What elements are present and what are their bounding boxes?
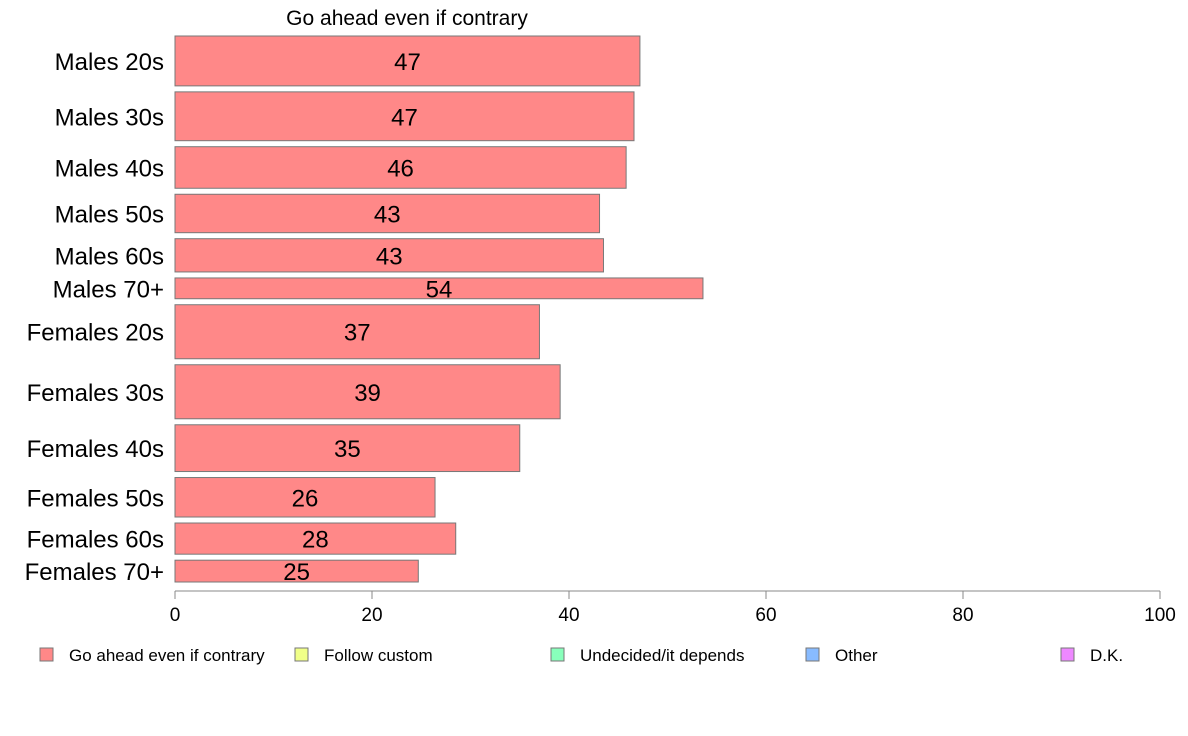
bar-males-30s [174,91,635,142]
x-tick-label: 0 [170,605,181,626]
x-tick-label: 100 [1144,605,1176,626]
bar-females-60s [174,522,457,555]
bar-value-label: 47 [394,49,421,76]
category-label: Males 50s [55,201,164,228]
legend: Go ahead even if contrary Follow custom Un… [39,646,1123,665]
bar-value-label: 35 [334,436,361,463]
x-axis: 0 20 40 60 80 100 [170,590,1176,626]
category-label: Females 30s [27,380,164,407]
x-tick-label: 40 [558,605,579,626]
category-label: Females 60s [27,527,164,554]
legend-label: D.K. [1090,646,1123,665]
bar-females-40s [174,424,521,473]
bar-value-label: 47 [391,104,418,131]
bar-males-70- [174,277,704,300]
x-tick-label: 80 [952,605,973,626]
category-label: Females 20s [27,320,164,347]
bar-females-20s [174,304,540,360]
bar-value-label: 54 [426,276,453,303]
bar-value-label: 43 [374,201,401,228]
x-tick-label: 60 [755,605,776,626]
legend-swatch [39,647,54,662]
bar-value-label: 46 [387,155,414,182]
legend-label: Other [835,646,878,665]
bar-value-label: 43 [376,243,403,270]
bar-value-label: 37 [344,320,371,347]
bar-value-label: 39 [354,380,381,407]
legend-label: Go ahead even if contrary [69,646,265,665]
legend-label: Undecided/it depends [580,646,744,665]
legend-swatch [1060,647,1075,662]
category-label: Males 60s [55,243,164,270]
bars-group: 47 Males 20s 47 Males 30s 46 Males 40s 43 Males… [25,35,704,586]
bar-value-label: 25 [283,559,310,586]
category-label: Males 20s [55,49,164,76]
category-label: Males 70+ [53,276,164,303]
bar-males-50s [174,193,601,234]
bar-females-30s [174,364,561,420]
x-tick-label: 20 [361,605,382,626]
bar-value-label: 26 [292,485,319,512]
legend-swatch [294,647,309,662]
category-label: Males 30s [55,104,164,131]
bar-males-40s [174,146,627,189]
category-label: Females 40s [27,436,164,463]
chart-title: Go ahead even if contrary [286,7,528,30]
category-label: Females 70+ [25,559,164,586]
category-label: Females 50s [27,485,164,512]
bar-value-label: 28 [302,527,329,554]
legend-swatch [805,647,820,662]
category-label: Males 40s [55,155,164,182]
legend-swatch [550,647,565,662]
bar-males-20s [174,35,641,87]
legend-label: Follow custom [324,646,433,665]
bar-females-70- [174,559,419,583]
bar-males-60s [174,238,604,273]
bar-females-50s [174,477,436,518]
